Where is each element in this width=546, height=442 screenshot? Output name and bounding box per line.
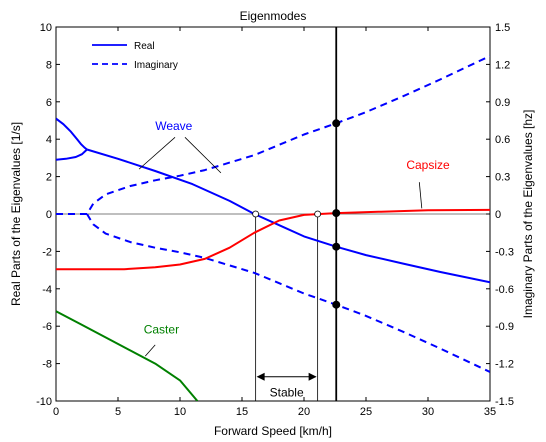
y-tick-label: 4 [46,134,52,146]
y2-tick-label: 0.9 [495,97,510,109]
legend: Real Imaginary [92,41,178,71]
series-layer [56,55,490,401]
x-tick-label: 15 [236,406,248,418]
marker-layer [252,119,341,309]
x-tick-label: 30 [422,406,434,418]
y2-tick-label: -0.3 [495,246,514,258]
eigenvalue-marker [332,209,341,218]
eigenvalue-marker [332,242,341,251]
x-tick-label: 20 [298,406,310,418]
capsize-label: Capsize [406,158,450,172]
y2-tick-label: 0 [495,209,501,221]
y-tick-label: -2 [42,246,52,258]
y-tick-label: 8 [46,59,52,71]
y2-tick-label: -1.2 [495,359,514,371]
stability-boundary-marker [252,210,260,218]
y2-tick-label: -1.5 [495,396,514,408]
y-tick-label: 0 [46,209,52,221]
legend-real-label: Real [134,41,155,52]
caster-real-line [56,310,199,401]
y2-tick-label: 1.5 [495,22,510,34]
weave-imaginary-line [56,55,490,215]
weave-imaginary-line [86,213,490,373]
y-axis-ticks: 10 8 6 4 2 0 -2 -4 -6 -8 -10 [36,22,60,408]
y-tick-label: -10 [36,396,52,408]
x-tick-label: 5 [115,406,121,418]
weave-pointer [138,137,176,170]
weave-label: Weave [155,119,192,133]
y2-tick-label: -0.9 [495,321,514,333]
eigenvalue-marker [332,300,341,309]
stable-label: Stable [270,386,304,400]
y2-tick-label: 1.2 [495,59,510,71]
x-tick-label: 35 [484,406,496,418]
y2-axis-ticks: 1.5 1.2 0.9 0.6 0.3 0 -0.3 -0.6 -0.9 -1.2 -1.5 [486,22,514,408]
capsize-real-line [56,208,490,271]
y-tick-label: -6 [42,321,52,333]
weave-real-line [86,148,490,284]
stable-arrow-right-head [308,372,317,381]
capsize-pointer [418,182,423,209]
stable-arrow-left-head [256,372,265,381]
y2-tick-label: 0.3 [495,172,510,184]
x-axis-ticks: 0 5 10 15 20 25 30 35 [53,27,496,418]
annotation-layer: Weave Capsize Caster Stable [138,119,450,400]
legend-imaginary-label: Imaginary [134,60,178,71]
y-tick-label: 10 [40,22,52,34]
weave-real-line [56,117,88,151]
x-tick-label: 25 [360,406,372,418]
x-tick-label: 0 [53,406,59,418]
x-tick-label: 10 [174,406,186,418]
y-tick-label: -8 [42,359,52,371]
weave-real-line [56,148,88,161]
y-axis-label: Real Parts of the Eigenvalues [1/s] [9,122,23,306]
chart-title: Eigenmodes [240,9,307,23]
caster-label: Caster [144,323,179,337]
stable-region-boundaries [255,214,319,401]
stability-boundary-marker [314,210,322,218]
y-tick-label: 6 [46,97,52,109]
eigenvalue-marker [332,119,341,128]
y-tick-label: -4 [42,284,52,296]
weave-pointer [184,137,222,174]
caster-pointer [144,344,156,357]
x-axis-label: Forward Speed [km/h] [214,424,332,438]
y2-tick-label: 0.6 [495,134,510,146]
y2-axis-label: Imaginary Parts of the Eigenvalues [hz] [521,110,535,319]
y2-tick-label: -0.6 [495,284,514,296]
y-tick-label: 2 [46,172,52,184]
